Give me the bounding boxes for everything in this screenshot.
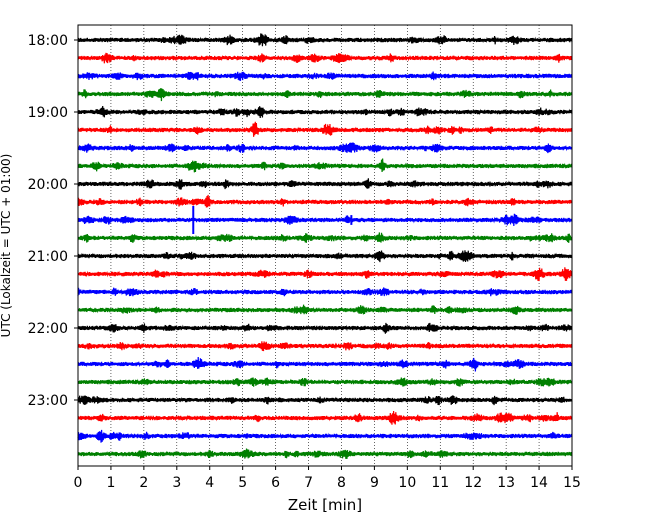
trace-1830 [77,71,573,81]
trace-2100 [77,250,573,263]
x-tick-label: 10 [398,475,416,491]
y-axis-ticks: 18:00 19:00 20:00 21:00 22:00 23:00 [28,33,78,409]
y-tick-label: 22:00 [28,321,68,337]
x-tick-label: 5 [238,475,247,491]
trace-1930 [77,142,573,154]
trace-2145 [77,304,573,316]
trace-2115 [77,267,573,282]
seismic-traces [77,33,573,459]
y-tick-label: 18:00 [28,33,68,49]
x-tick-label: 13 [497,475,515,491]
y-tick-label: 19:00 [28,105,68,121]
trace-2200 [77,322,573,334]
trace-2230 [77,356,573,372]
x-tick-label: 2 [139,475,148,491]
x-axis-label: Zeit [min] [288,496,362,514]
trace-2000 [77,178,573,190]
trace-2030 [77,213,573,226]
plot-frame [77,24,573,467]
trace-2345 [77,448,573,459]
trace-1945 [77,158,573,173]
x-tick-label: 11 [431,475,449,491]
trace-1900 [77,106,573,119]
x-tick-label: 0 [74,475,83,491]
x-tick-label: 3 [172,475,181,491]
trace-1800 [77,33,573,47]
y-tick-label: 21:00 [28,249,68,265]
x-tick-label: 8 [337,475,346,491]
trace-1845 [77,88,573,102]
trace-2315 [77,411,573,425]
x-axis-ticks: 0 1 2 3 4 5 6 7 8 9 10 11 12 13 14 15 [74,466,581,491]
x-tick-label: 9 [370,475,379,491]
trace-2015 [77,194,573,208]
trace-1915 [77,121,573,137]
y-tick-label: 23:00 [28,393,68,409]
x-tick-label: 7 [304,475,313,491]
x-tick-label: 6 [271,475,280,491]
x-tick-label: 15 [563,475,581,491]
x-tick-label: 12 [464,475,482,491]
trace-1815 [77,52,573,64]
x-tick-label: 1 [106,475,115,491]
trace-2045 [77,232,573,243]
trace-2300 [77,395,573,406]
trace-2245 [77,377,573,387]
y-axis-label: UTC (Lokalzeit = UTC + 01:00) [0,154,13,338]
y-tick-label: 20:00 [28,177,68,193]
x-tick-label: 14 [530,475,548,491]
x-tick-label: 4 [205,475,214,491]
trace-2330 [77,429,573,443]
trace-2215 [77,341,573,352]
trace-2130 [77,287,573,297]
